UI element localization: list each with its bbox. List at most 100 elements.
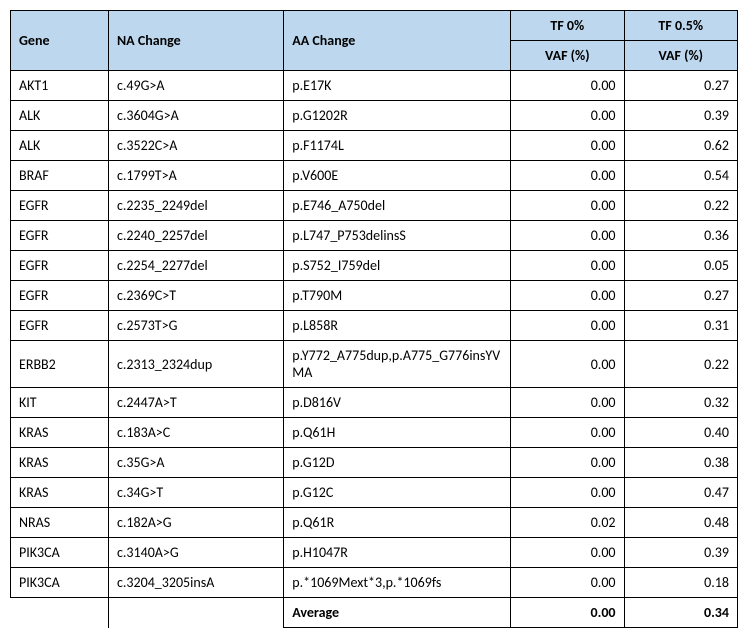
cell-aa: p.T790M: [284, 281, 511, 311]
cell-gene: ALK: [11, 131, 109, 161]
table-row: NRASc.182A>Gp.Q61R0.020.48: [11, 508, 738, 538]
col-tf0-group-header: TF 0%: [511, 11, 624, 41]
cell-na: c.2254_2277del: [108, 251, 283, 281]
col-na-header: NA Change: [108, 11, 283, 71]
average-label: Average: [284, 598, 511, 628]
table-row: EGFRc.2369C>Tp.T790M0.000.27: [11, 281, 738, 311]
cell-tf0: 0.00: [511, 538, 624, 568]
cell-tf05: 0.47: [624, 478, 737, 508]
cell-tf0: 0.00: [511, 418, 624, 448]
cell-gene: EGFR: [11, 311, 109, 341]
cell-aa: p.L858R: [284, 311, 511, 341]
cell-tf0: 0.00: [511, 131, 624, 161]
cell-tf0: 0.00: [511, 478, 624, 508]
cell-gene: NRAS: [11, 508, 109, 538]
cell-tf05: 0.40: [624, 418, 737, 448]
cell-gene: ALK: [11, 101, 109, 131]
cell-na: c.2313_2324dup: [108, 341, 283, 388]
cell-gene: AKT1: [11, 71, 109, 101]
cell-tf0: 0.00: [511, 191, 624, 221]
table-row: EGFRc.2240_2257delp.L747_P753delinsS0.00…: [11, 221, 738, 251]
table-row: EGFRc.2235_2249delp.E746_A750del0.000.22: [11, 191, 738, 221]
cell-gene: KRAS: [11, 478, 109, 508]
cell-na: c.3140A>G: [108, 538, 283, 568]
cell-aa: p.Q61R: [284, 508, 511, 538]
cell-aa: p.D816V: [284, 388, 511, 418]
footer-blank: [11, 598, 109, 628]
footer-blank: [108, 598, 283, 628]
cell-na: c.2573T>G: [108, 311, 283, 341]
cell-tf05: 0.36: [624, 221, 737, 251]
table-row: ALKc.3604G>Ap.G1202R0.000.39: [11, 101, 738, 131]
cell-gene: ERBB2: [11, 341, 109, 388]
cell-tf0: 0.00: [511, 568, 624, 598]
cell-na: c.182A>G: [108, 508, 283, 538]
col-aa-header: AA Change: [284, 11, 511, 71]
cell-tf05: 0.22: [624, 341, 737, 388]
average-tf0: 0.00: [511, 598, 624, 628]
cell-gene: EGFR: [11, 221, 109, 251]
cell-tf05: 0.27: [624, 281, 737, 311]
average-tf05: 0.34: [624, 598, 737, 628]
cell-tf0: 0.02: [511, 508, 624, 538]
cell-tf0: 0.00: [511, 341, 624, 388]
cell-na: c.3522C>A: [108, 131, 283, 161]
table-row: EGFRc.2573T>Gp.L858R0.000.31: [11, 311, 738, 341]
cell-tf05: 0.62: [624, 131, 737, 161]
cell-tf05: 0.32: [624, 388, 737, 418]
cell-tf0: 0.00: [511, 71, 624, 101]
cell-aa: p.E746_A750del: [284, 191, 511, 221]
col-tf05-group-header: TF 0.5%: [624, 11, 737, 41]
table-row: AKT1c.49G>Ap.E17K0.000.27: [11, 71, 738, 101]
table-row: ERBB2c.2313_2324dupp.Y772_A775dup,p.A775…: [11, 341, 738, 388]
cell-na: c.2235_2249del: [108, 191, 283, 221]
variant-table: Gene NA Change AA Change TF 0% TF 0.5% V…: [10, 10, 738, 628]
table-row: PIK3CAc.3140A>Gp.H1047R0.000.39: [11, 538, 738, 568]
cell-aa: p.F1174L: [284, 131, 511, 161]
cell-aa: p.S752_I759del: [284, 251, 511, 281]
table-row: BRAFc.1799T>Ap.V600E0.000.54: [11, 161, 738, 191]
table-row: KRASc.34G>Tp.G12C0.000.47: [11, 478, 738, 508]
cell-tf05: 0.18: [624, 568, 737, 598]
cell-gene: KRAS: [11, 448, 109, 478]
col-tf0-sub-header: VAF (%): [511, 41, 624, 71]
cell-gene: BRAF: [11, 161, 109, 191]
cell-tf0: 0.00: [511, 281, 624, 311]
table-row: KRASc.35G>Ap.G12D0.000.38: [11, 448, 738, 478]
cell-tf0: 0.00: [511, 251, 624, 281]
cell-na: c.2369C>T: [108, 281, 283, 311]
cell-aa: p.H1047R: [284, 538, 511, 568]
cell-na: c.49G>A: [108, 71, 283, 101]
cell-tf05: 0.22: [624, 191, 737, 221]
cell-tf0: 0.00: [511, 101, 624, 131]
cell-tf0: 0.00: [511, 448, 624, 478]
cell-aa: p.V600E: [284, 161, 511, 191]
cell-tf05: 0.48: [624, 508, 737, 538]
cell-aa: p.G12D: [284, 448, 511, 478]
table-footer: Average 0.00 0.34: [11, 598, 738, 628]
table-row: ALKc.3522C>Ap.F1174L0.000.62: [11, 131, 738, 161]
cell-tf05: 0.39: [624, 101, 737, 131]
cell-aa: p.L747_P753delinsS: [284, 221, 511, 251]
cell-aa: p.G12C: [284, 478, 511, 508]
cell-gene: KRAS: [11, 418, 109, 448]
cell-gene: EGFR: [11, 281, 109, 311]
table-row: KITc.2447A>Tp.D816V0.000.32: [11, 388, 738, 418]
cell-tf0: 0.00: [511, 161, 624, 191]
cell-gene: PIK3CA: [11, 568, 109, 598]
cell-aa: p.E17K: [284, 71, 511, 101]
cell-aa: p.*1069Mext*3,p.*1069fs: [284, 568, 511, 598]
cell-gene: PIK3CA: [11, 538, 109, 568]
table-row: KRASc.183A>Cp.Q61H0.000.40: [11, 418, 738, 448]
cell-tf05: 0.38: [624, 448, 737, 478]
cell-tf0: 0.00: [511, 221, 624, 251]
cell-gene: EGFR: [11, 251, 109, 281]
table-row: EGFRc.2254_2277delp.S752_I759del0.000.05: [11, 251, 738, 281]
col-tf05-sub-header: VAF (%): [624, 41, 737, 71]
cell-tf0: 0.00: [511, 311, 624, 341]
cell-na: c.183A>C: [108, 418, 283, 448]
cell-tf0: 0.00: [511, 388, 624, 418]
cell-aa: p.G1202R: [284, 101, 511, 131]
cell-tf05: 0.31: [624, 311, 737, 341]
cell-na: c.2240_2257del: [108, 221, 283, 251]
